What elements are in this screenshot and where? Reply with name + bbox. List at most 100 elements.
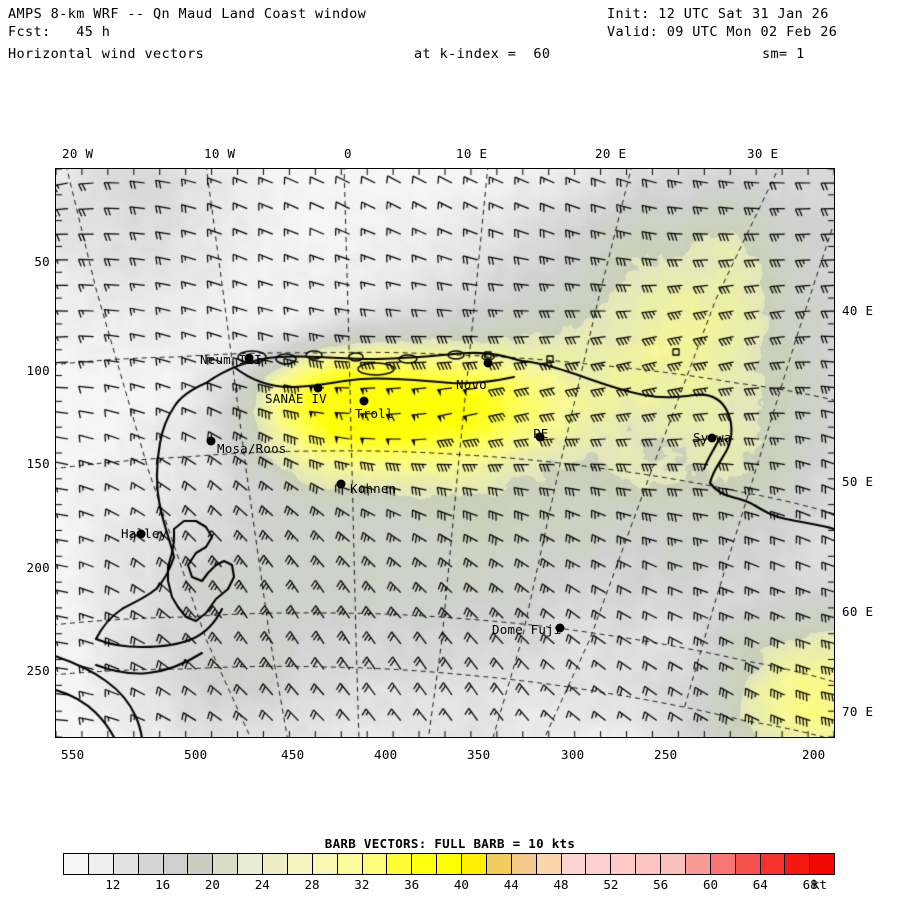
colorbar-tick: 28 <box>304 877 320 892</box>
colorbar-cell <box>263 854 288 874</box>
station-marker-dot <box>535 432 545 442</box>
colorbar-cell <box>760 854 786 874</box>
colorbar-cell <box>362 854 388 874</box>
map-plot-area[interactable]: Neum III SANAE IV Troll Mosa/Roos Kohnen Hall… <box>55 168 835 738</box>
station-name-label: Mosa/Roos <box>217 441 287 456</box>
colorbar-cell <box>412 854 438 874</box>
colorbar-cell <box>685 854 711 874</box>
colorbar-cell <box>188 854 214 874</box>
station-marker-dot <box>244 353 254 363</box>
station-name-label: SANAE IV <box>265 391 327 406</box>
colorbar-cell <box>462 854 487 874</box>
colorbar-tick: 20 <box>204 877 220 892</box>
colorbar-tick: 36 <box>404 877 420 892</box>
station-name-label: Syowa <box>693 430 732 445</box>
colorbar-cell <box>387 854 413 874</box>
station-marker-dot <box>555 623 565 633</box>
axis-tick-label: 60 E <box>842 604 874 619</box>
colorbar-strip[interactable] <box>63 853 835 875</box>
colorbar-tick: 68 <box>802 877 818 892</box>
axis-tick-label: 150 <box>26 456 50 471</box>
station-marker-dot <box>206 436 216 446</box>
station-marker-dot <box>336 479 346 489</box>
k-index-label: at k-index = 60 <box>414 46 551 62</box>
axis-tick-label: 250 <box>26 663 50 678</box>
field-name-label: Horizontal wind vectors <box>8 46 205 62</box>
axis-tick-label: 250 <box>654 747 678 762</box>
station-marker-dot <box>359 396 369 406</box>
axis-tick-label: 40 E <box>842 303 874 318</box>
colorbar-cell <box>287 854 313 874</box>
colorbar-tick: 44 <box>503 877 519 892</box>
station-name-label: Dome Fuji <box>492 622 562 637</box>
station-marker-dot <box>483 358 493 368</box>
axis-tick-label: 300 <box>561 747 585 762</box>
colorbar-cell <box>511 854 537 874</box>
colorbar-tick: 32 <box>354 877 370 892</box>
colorbar-cell <box>337 854 363 874</box>
colorbar-tick: 60 <box>702 877 718 892</box>
colorbar-tick: 16 <box>155 877 171 892</box>
valid-time-label: Valid: 09 UTC Mon 02 Feb 26 <box>607 24 838 40</box>
axis-tick-label: 350 <box>467 747 491 762</box>
axis-tick-label: 100 <box>26 363 50 378</box>
colorbar-cell <box>113 854 139 874</box>
colorbar-cell <box>312 854 338 874</box>
axis-tick-label: 70 E <box>842 704 874 719</box>
legend-title: BARB VECTORS: FULL BARB = 10 kts <box>324 836 576 851</box>
station-marker-dot <box>707 433 717 443</box>
colorbar-cell <box>213 854 239 874</box>
colorbar-tick: 52 <box>603 877 619 892</box>
axis-tick-label: 10 E <box>456 146 488 161</box>
colorbar-cell <box>138 854 164 874</box>
colorbar-tick: 24 <box>254 877 270 892</box>
axis-tick-label: 10 W <box>204 146 236 161</box>
axis-tick-label: 20 W <box>62 146 94 161</box>
station-name-label: Neum III <box>200 352 262 367</box>
axis-tick-label: 50 E <box>842 474 874 489</box>
station-name-label: Kohnen <box>350 481 397 496</box>
colorbar-cell <box>636 854 661 874</box>
axis-tick-label: 200 <box>802 747 826 762</box>
axis-tick-label: 200 <box>26 560 50 575</box>
colorbar-cell <box>710 854 736 874</box>
colorbar-tick: 40 <box>453 877 469 892</box>
colorbar-unit-label: kt <box>812 877 828 892</box>
colorbar-cell <box>611 854 637 874</box>
colorbar-cell <box>810 854 835 874</box>
station-name-label: Halley <box>121 526 168 541</box>
axis-tick-label: 550 <box>61 747 85 762</box>
wind-vector-map <box>56 169 834 737</box>
init-time-label: Init: 12 UTC Sat 31 Jan 26 <box>607 6 829 22</box>
axis-tick-label: 500 <box>184 747 208 762</box>
axis-tick-label: 20 E <box>595 146 627 161</box>
station-marker-dot <box>313 383 323 393</box>
station-name-label: PE <box>533 426 549 441</box>
colorbar-cell <box>64 854 89 874</box>
colorbar-cell <box>586 854 612 874</box>
colorbar-cell <box>437 854 462 874</box>
station-name-label: Novo <box>456 377 487 392</box>
colorbar-tick-labels: 12 16 20 24 28 32 36 40 44 48 52 56 60 64 68 <box>63 877 835 897</box>
colorbar-tick: 64 <box>752 877 768 892</box>
colorbar-cell <box>88 854 114 874</box>
forecast-hour-label: Fcst: 45 h <box>8 24 111 40</box>
colorbar-cell <box>238 854 263 874</box>
colorbar-cell <box>486 854 512 874</box>
chart-title: AMPS 8-km WRF -- Qn Maud Land Coast wind… <box>8 6 367 22</box>
colorbar-cell <box>735 854 761 874</box>
axis-tick-label: 30 E <box>747 146 779 161</box>
header-block: AMPS 8-km WRF -- Qn Maud Land Coast wind… <box>0 0 900 70</box>
axis-tick-label: 50 <box>34 254 50 269</box>
smoothing-label: sm= 1 <box>762 46 805 62</box>
colorbar-cell <box>536 854 562 874</box>
axis-tick-label: 0 <box>344 146 352 161</box>
axis-tick-label: 450 <box>281 747 305 762</box>
colorbar-legend: BARB VECTORS: FULL BARB = 10 kts 12 16 20 2… <box>0 836 900 900</box>
colorbar-cell <box>785 854 811 874</box>
colorbar-cell <box>661 854 686 874</box>
colorbar-tick: 48 <box>553 877 569 892</box>
colorbar-cell <box>163 854 189 874</box>
colorbar-cell <box>561 854 587 874</box>
colorbar-tick: 56 <box>653 877 669 892</box>
